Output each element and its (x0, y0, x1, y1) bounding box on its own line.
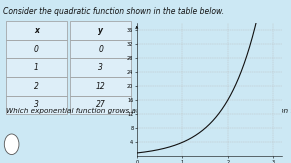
Text: 0: 0 (98, 44, 103, 54)
FancyBboxPatch shape (70, 77, 131, 96)
Text: 2: 2 (34, 82, 39, 91)
FancyBboxPatch shape (6, 77, 67, 96)
Text: 27: 27 (96, 100, 105, 109)
FancyBboxPatch shape (70, 21, 131, 40)
FancyBboxPatch shape (70, 40, 131, 58)
Text: y: y (98, 26, 103, 35)
FancyBboxPatch shape (6, 21, 67, 40)
FancyBboxPatch shape (70, 96, 131, 114)
Text: 0: 0 (34, 44, 39, 54)
FancyBboxPatch shape (6, 96, 67, 114)
Text: 3: 3 (34, 100, 39, 109)
FancyBboxPatch shape (6, 40, 67, 58)
FancyBboxPatch shape (70, 58, 131, 77)
FancyBboxPatch shape (6, 58, 67, 77)
Text: 1: 1 (34, 63, 39, 72)
Text: 12: 12 (96, 82, 105, 91)
Text: 3: 3 (98, 63, 103, 72)
Text: x: x (34, 26, 39, 35)
Text: Consider the quadratic function shown in the table below.: Consider the quadratic function shown in… (3, 7, 224, 16)
Text: Which exponential function grows at a faster rate than the quadratic function fo: Which exponential function grows at a fa… (6, 108, 291, 114)
Circle shape (4, 134, 19, 155)
